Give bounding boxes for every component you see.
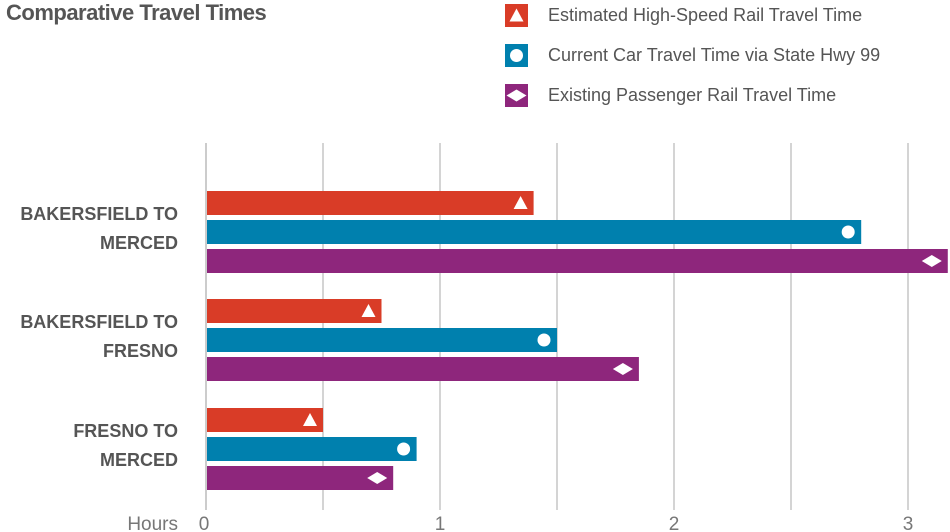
category-label: MERCED — [100, 233, 178, 253]
circle-icon — [510, 48, 523, 62]
legend-swatch — [505, 43, 528, 67]
legend-marker — [510, 48, 523, 62]
bar — [207, 328, 557, 352]
legend-item: Existing Passenger Rail Travel Time — [505, 83, 836, 107]
category-label: BAKERSFIELD TO — [20, 204, 178, 224]
diamond-marker-icon — [367, 472, 388, 484]
legend-marker — [506, 89, 527, 101]
triangle-marker-icon — [303, 413, 317, 426]
bar — [207, 220, 862, 244]
bar — [207, 466, 394, 490]
category-label: BAKERSFIELD TO — [20, 312, 178, 332]
chart-title: Comparative Travel Times — [6, 0, 267, 25]
bar — [207, 437, 417, 461]
triangle-icon — [509, 8, 524, 21]
x-tick-label: 2 — [669, 514, 680, 532]
x-tick-label: 0 — [199, 514, 210, 532]
x-tick-label: 3 — [903, 514, 914, 532]
legend-marker — [509, 8, 524, 21]
circle-marker-icon — [397, 442, 411, 456]
circle-marker-icon — [537, 333, 551, 347]
bar — [207, 249, 948, 273]
legend-label: Current Car Travel Time via State Hwy 99 — [548, 44, 881, 65]
legend-item: Estimated High-Speed Rail Travel Time — [505, 3, 862, 27]
bar — [207, 191, 534, 215]
x-tick-label: 1 — [435, 514, 446, 532]
legend-label: Existing Passenger Rail Travel Time — [548, 84, 837, 105]
bar — [207, 357, 639, 381]
category-label: MERCED — [100, 450, 178, 470]
diamond-marker-icon — [612, 363, 633, 375]
category-label: FRESNO TO — [73, 421, 178, 441]
bar — [207, 408, 323, 432]
diamond-marker-icon — [921, 255, 942, 267]
legend-item: Current Car Travel Time via State Hwy 99 — [505, 43, 880, 67]
legend-swatch — [505, 83, 528, 107]
circle-marker-icon — [841, 225, 855, 239]
category-label: FRESNO — [103, 341, 178, 361]
triangle-marker-icon — [513, 196, 528, 209]
legend-label: Estimated High-Speed Rail Travel Time — [548, 4, 863, 25]
x-axis-label: Hours — [127, 514, 178, 532]
diamond-icon — [506, 89, 527, 101]
legend-swatch — [505, 3, 528, 27]
triangle-marker-icon — [361, 304, 376, 317]
bar — [207, 299, 382, 323]
